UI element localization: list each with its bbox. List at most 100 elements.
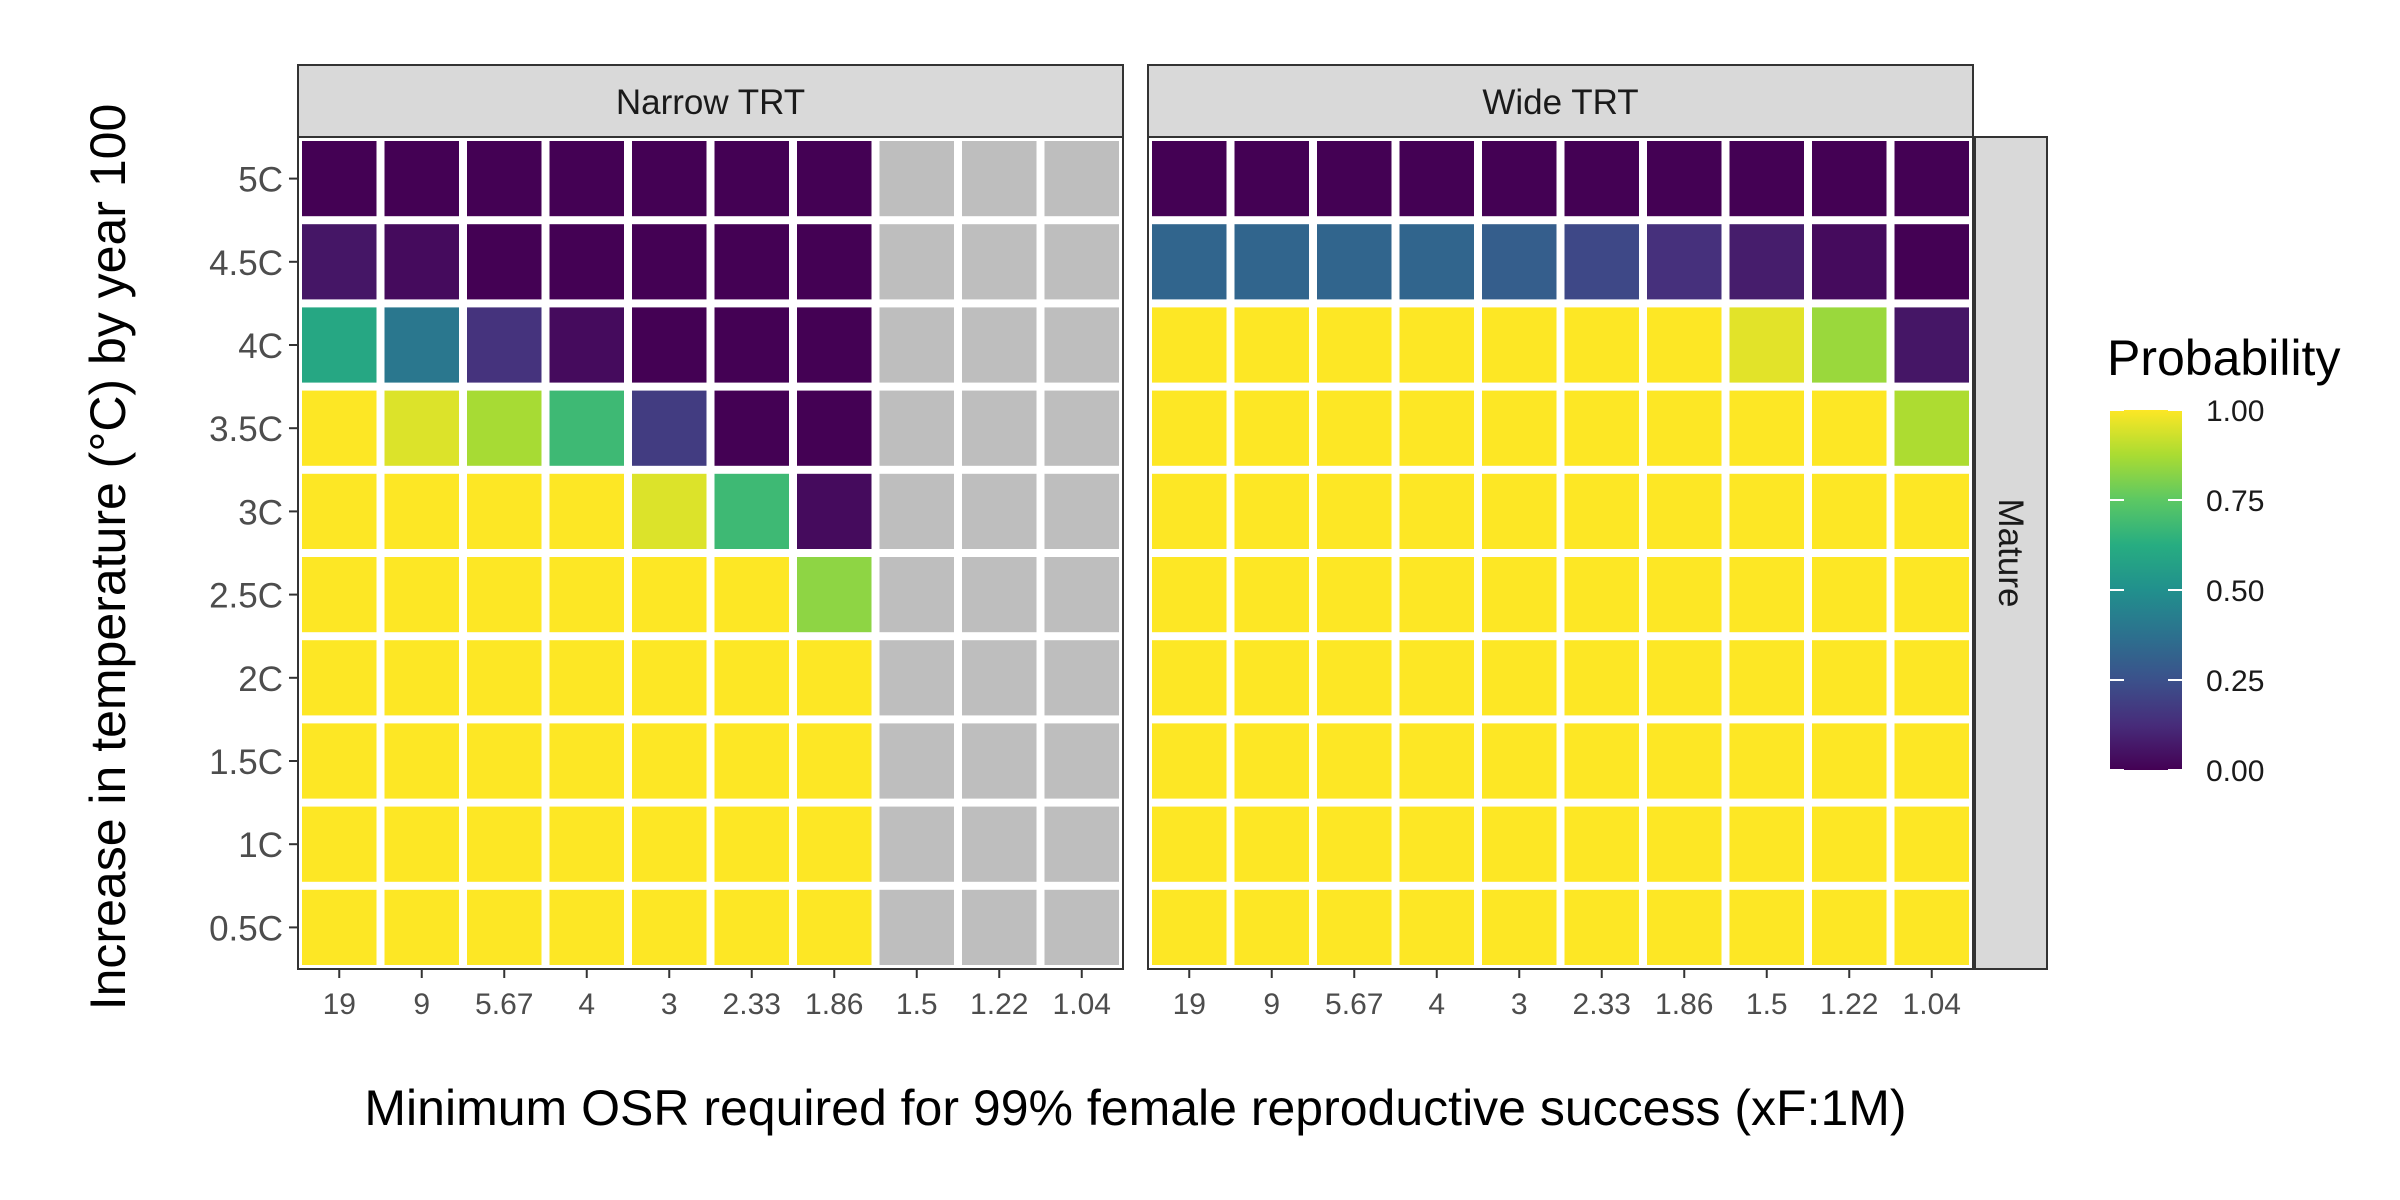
heatmap-cell [962,307,1037,383]
heatmap-cell [962,806,1037,882]
heatmap-cell [1564,307,1639,383]
heatmap-cell [1044,473,1119,549]
heatmap-cell [1564,141,1639,217]
legend-ticks: 0.00 0.25 0.50 0.75 1.00 [2110,395,2264,788]
heatmap-cell [1399,557,1474,633]
heatmap-cell [1317,141,1392,217]
heatmap-cell [1482,557,1557,633]
heatmap-cell [1482,307,1557,383]
heatmap-cell [302,390,377,466]
heatmap-cell [1647,806,1722,882]
heatmap-cell [1152,390,1227,466]
heatmap-cell [549,640,624,716]
y-axis: 0.5C 1C 1.5C 2C 2.5C 3C 3.5C 4C 4.5C 5C [209,161,298,948]
heatmap-cell [467,473,542,549]
heatmap-cell [1399,390,1474,466]
heatmap-cell [1044,806,1119,882]
heatmap-cell [1729,806,1804,882]
heatmap-cell [384,806,459,882]
heatmap-cell [1729,307,1804,383]
x-tick-label: 19 [323,988,356,1021]
y-tick-label: 4.5C [209,244,283,283]
x-axes: 19 9 5.67 4 3 2.33 1.86 1.5 1.22 1.04 19 9 5.67 4 3 2.3… [323,969,1961,1021]
heatmap-cell [302,557,377,633]
heatmap-cell [467,806,542,882]
heatmap-cell [714,640,789,716]
x-tick-label: 1.5 [1746,988,1788,1021]
x-tick-label: 5.67 [1325,988,1383,1021]
heatmap-cell [1399,141,1474,217]
heatmap-cell [1647,307,1722,383]
heatmap-cell [1894,473,1969,549]
x-tick-label: 1.22 [970,988,1028,1021]
heatmap-cell [549,557,624,633]
heatmap-cell [1647,224,1722,300]
legend-tick-label: 0.25 [2206,665,2264,698]
heatmap-cell [467,307,542,383]
heatmap-cell [1894,141,1969,217]
heatmap-cell [302,141,377,217]
heatmap-cell [1647,390,1722,466]
heatmap-cell [384,141,459,217]
heatmap-cell [1894,307,1969,383]
heatmap-cell [879,640,954,716]
heatmap-cell [879,224,954,300]
heatmap-cell [1812,889,1887,965]
heatmap-cell [879,806,954,882]
heatmap-cell [1482,224,1557,300]
heatmap-cell [549,307,624,383]
y-tick-label: 2C [238,660,283,699]
legend-tick-label: 0.50 [2206,575,2264,608]
heatmap-cell [632,723,707,799]
heatmap-cell [467,224,542,300]
y-tick-label: 0.5C [209,909,283,948]
heatmap-cell [1482,640,1557,716]
heatmap-cell [1564,557,1639,633]
heatmap-cell [962,640,1037,716]
row-facet-label: Mature [1991,499,2030,608]
heatmap-cell [1399,889,1474,965]
heatmap-cell [1647,473,1722,549]
heatmap-cell [1482,889,1557,965]
heatmap-cell [1399,723,1474,799]
heatmap-cell [1564,889,1639,965]
heatmap-cell [302,307,377,383]
heatmap-cell [1812,473,1887,549]
heatmap-cell [1812,224,1887,300]
heatmap-cell [1812,723,1887,799]
panel-border [1147,136,1974,970]
heatmap-cell [797,889,872,965]
x-tick-label: 1.86 [1655,988,1713,1021]
heatmap-cell [1812,640,1887,716]
heatmap-cell [1812,141,1887,217]
heatmap-cell [632,307,707,383]
heatmap-cell [1729,640,1804,716]
heatmap-cell [467,141,542,217]
heatmap-cell [1044,557,1119,633]
heatmap-cell [549,806,624,882]
facet-strip [1147,64,1974,138]
x-tick-label: 1.04 [1903,988,1961,1021]
heatmap-cell [1482,723,1557,799]
heatmap-cell [1894,723,1969,799]
heatmap-cell [1647,889,1722,965]
y-axis-title: Increase in temperature (°C) by year 100 [80,104,136,1011]
heatmap-cell [1234,723,1309,799]
heatmap-cell [1234,640,1309,716]
heatmap-cell [1729,723,1804,799]
heatmap-cell [714,806,789,882]
y-tick-label: 1.5C [209,743,283,782]
heatmap-cell [714,307,789,383]
legend-tick-label: 0.00 [2206,755,2264,788]
heatmap-cell [1812,557,1887,633]
heatmap-cell [1152,307,1227,383]
heatmap-cell [1894,889,1969,965]
x-tick-label: 9 [1263,988,1280,1021]
heatmap-cell [1234,307,1309,383]
heatmap-cell [1234,889,1309,965]
heatmap-cell [1564,806,1639,882]
heatmap-cell [549,723,624,799]
heatmap-cell [962,390,1037,466]
heatmap-cell [1399,307,1474,383]
x-tick-label: 3 [1511,988,1528,1021]
